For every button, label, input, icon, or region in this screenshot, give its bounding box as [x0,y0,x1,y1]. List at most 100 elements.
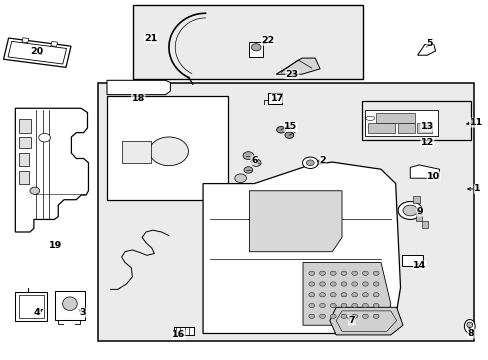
Circle shape [362,271,367,275]
Text: 3: 3 [79,308,86,317]
Circle shape [372,271,378,275]
Circle shape [397,202,422,220]
Bar [3,38,71,67]
Text: 14: 14 [412,261,426,270]
Bar [15,292,47,320]
Circle shape [302,157,318,168]
Polygon shape [303,262,390,325]
Text: 5: 5 [426,39,432,48]
Circle shape [340,271,346,275]
Circle shape [351,293,357,297]
Text: 16: 16 [172,330,185,339]
Circle shape [362,303,367,308]
Polygon shape [203,162,400,333]
Circle shape [276,127,285,133]
Bar [51,41,58,46]
Ellipse shape [62,297,77,311]
Circle shape [308,271,314,275]
Circle shape [244,167,252,173]
Bar [107,96,227,200]
Circle shape [330,282,335,286]
Bar [367,123,394,134]
Polygon shape [15,108,88,232]
Bar [415,214,422,221]
Bar [365,111,437,136]
Circle shape [340,303,346,308]
Text: 7: 7 [348,316,354,325]
Circle shape [308,303,314,308]
Text: 21: 21 [144,34,157,43]
Bar [19,296,43,318]
Bar [249,42,263,57]
Bar [421,221,427,228]
Text: 11: 11 [468,118,482,127]
Text: 20: 20 [31,47,44,56]
Circle shape [308,314,314,319]
Circle shape [351,282,357,286]
Bar [412,196,419,203]
Bar [19,119,31,134]
Circle shape [149,137,188,166]
Circle shape [251,159,261,166]
Bar [98,83,473,341]
Circle shape [351,271,357,275]
Circle shape [243,152,253,159]
Circle shape [340,282,346,286]
Circle shape [362,282,367,286]
Circle shape [319,303,325,308]
Text: 8: 8 [467,329,474,338]
Bar [375,113,414,123]
Circle shape [39,134,50,142]
Circle shape [372,293,378,297]
Bar [55,291,84,320]
Polygon shape [417,44,435,55]
Text: 17: 17 [270,94,284,103]
Bar [122,141,151,163]
Text: 4: 4 [34,308,41,317]
Text: 22: 22 [261,36,274,45]
Polygon shape [409,165,439,178]
Bar [105,87,466,337]
Circle shape [319,293,325,297]
Text: 6: 6 [250,156,257,165]
Circle shape [234,174,246,183]
Circle shape [351,303,357,308]
Bar [173,327,194,335]
Circle shape [306,160,314,166]
Circle shape [362,293,367,297]
Text: 12: 12 [420,138,433,147]
Text: 18: 18 [131,94,144,103]
Bar [19,153,29,166]
Polygon shape [276,58,320,74]
Text: 13: 13 [420,122,433,131]
Bar [401,255,423,266]
Circle shape [319,271,325,275]
Bar [397,123,414,134]
Circle shape [319,314,325,319]
Bar [19,137,31,148]
Circle shape [330,271,335,275]
Ellipse shape [464,319,474,333]
Text: 15: 15 [284,122,297,131]
Circle shape [330,303,335,308]
Circle shape [308,282,314,286]
Polygon shape [107,80,170,95]
Bar [267,93,281,104]
Circle shape [372,282,378,286]
Circle shape [330,293,335,297]
Text: 23: 23 [285,70,298,79]
Circle shape [340,314,346,319]
Bar [416,123,431,134]
Bar [361,101,470,140]
Circle shape [351,314,357,319]
Circle shape [362,314,367,319]
Text: 9: 9 [416,207,423,216]
Bar [8,41,66,64]
Text: 2: 2 [319,156,325,165]
Circle shape [372,314,378,319]
Circle shape [30,187,40,194]
Ellipse shape [466,322,472,328]
Circle shape [340,293,346,297]
Polygon shape [329,307,402,335]
Circle shape [319,282,325,286]
